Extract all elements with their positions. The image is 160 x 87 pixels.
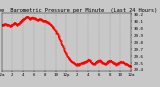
Title: Milwaukee  Barometric Pressure per Minute  (Last 24 Hours): Milwaukee Barometric Pressure per Minute… — [0, 8, 157, 13]
